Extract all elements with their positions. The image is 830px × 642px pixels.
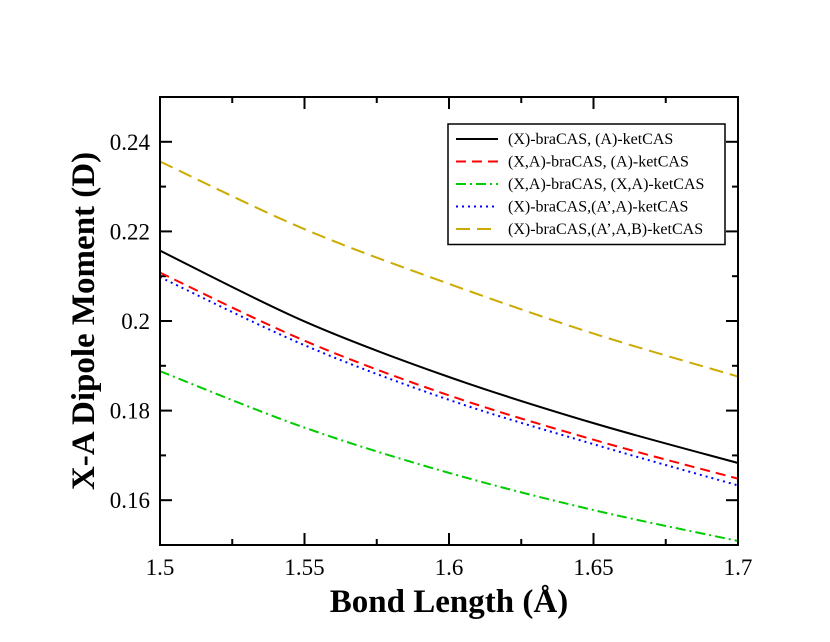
plot-frame xyxy=(159,96,739,546)
series-line-1 xyxy=(159,249,739,464)
legend-label-3: (X,A)-braCAS, (X,A)-ketCAS xyxy=(508,176,704,193)
series-line-5 xyxy=(159,160,739,378)
series-line-4 xyxy=(159,276,739,487)
series-group xyxy=(159,160,739,542)
y-axis-title: X-A Dipole Moment (D) xyxy=(66,152,102,490)
legend-label-2: (X,A)-braCAS, (A)-ketCAS xyxy=(508,154,689,171)
legend-label-4: (X)-braCAS,(A’,A)-ketCAS xyxy=(508,199,688,216)
legend-label-5: (X)-braCAS,(A’,A,B)-ketCAS xyxy=(508,221,703,238)
x-tick-label: 1.6 xyxy=(435,555,464,580)
series-line-2 xyxy=(159,271,739,480)
x-tick-label: 1.55 xyxy=(284,555,324,580)
y-tick-label: 0.22 xyxy=(110,219,150,244)
x-axis-title: Bond Length (Å) xyxy=(330,584,568,620)
y-tick-label: 0.18 xyxy=(110,399,150,424)
y-tick-label: 0.2 xyxy=(121,309,150,334)
x-tick-label: 1.65 xyxy=(573,555,613,580)
y-tick-label: 0.24 xyxy=(110,130,151,155)
legend-label-1: (X)-braCAS, (A)-ketCAS xyxy=(508,131,673,148)
legend: (X)-braCAS, (A)-ketCAS (X,A)-braCAS, (A)-… xyxy=(447,123,726,246)
series-line-3 xyxy=(159,370,739,542)
x-tick-label: 1.7 xyxy=(724,555,753,580)
y-tick-label: 0.16 xyxy=(110,488,150,513)
axis-ticks: 1.5 1.55 1.6 1.65 1.7 0.16 0.18 0.2 0.22 0.24 xyxy=(110,96,753,580)
legend-box xyxy=(447,123,726,246)
x-tick-label: 1.5 xyxy=(146,555,175,580)
